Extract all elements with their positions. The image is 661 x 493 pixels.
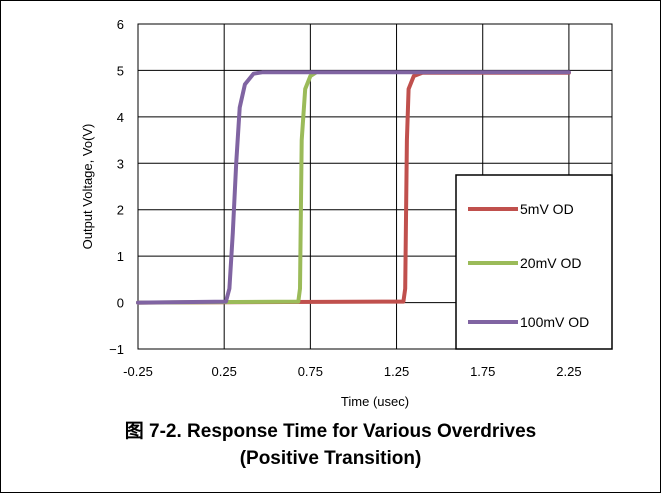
- y-tick-label: 2: [117, 203, 124, 218]
- series-line-3: [136, 70, 571, 305]
- caption-line-2: (Positive Transition): [239, 448, 422, 469]
- y-tick-label: 0: [117, 296, 124, 311]
- series-layer: [136, 70, 571, 305]
- x-tick-label: 1.25: [384, 364, 409, 379]
- x-tick-label: 2.25: [556, 364, 581, 379]
- y-tick-label: −1: [109, 342, 124, 357]
- x-tick-label: -0.25: [123, 364, 153, 379]
- legend-label: 20mV OD: [520, 255, 581, 271]
- y-axis-label: Output Voltage, Vo(V): [80, 124, 95, 250]
- caption-line-1: 图 7-2. Response Time for Various Overdri…: [124, 421, 537, 442]
- x-axis-label: Time (usec): [341, 394, 409, 409]
- x-axis-ticks: -0.25 0.25 0.75 1.25 1.75 2.25: [123, 364, 581, 379]
- x-tick-label: 1.75: [470, 364, 495, 379]
- x-tick-label: 0.25: [212, 364, 237, 379]
- y-tick-label: 1: [117, 249, 124, 264]
- legend-label: 5mV OD: [520, 201, 574, 217]
- y-tick-label: 5: [117, 63, 124, 78]
- y-tick-label: 3: [117, 156, 124, 171]
- x-tick-label: 0.75: [298, 364, 323, 379]
- y-axis-ticks: −1 0 1 2 3 4 5 6: [109, 17, 124, 357]
- legend-label: 100mV OD: [520, 314, 589, 330]
- y-tick-label: 4: [117, 110, 124, 125]
- legend: 5mV OD 20mV OD 100mV OD: [455, 174, 613, 350]
- figure-caption: 图 7-2. Response Time for Various Overdri…: [0, 418, 661, 472]
- series-line-2: [136, 70, 318, 305]
- response-time-chart: -0.25 0.25 0.75 1.25 1.75 2.25 −1 0 1 2 3 4 5 6 Time…: [80, 17, 613, 409]
- y-tick-label: 6: [117, 17, 124, 32]
